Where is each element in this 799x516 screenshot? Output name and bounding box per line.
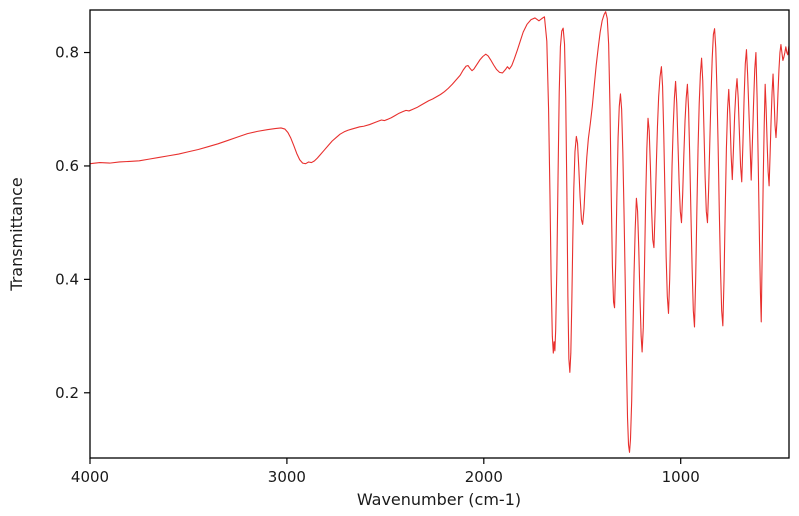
x-tick-label: 1000 [662,468,700,486]
x-tick-label: 4000 [71,468,109,486]
chart-layer: 4000 3000 2000 1000 0.2 0.4 0.6 0.8 [55,9,790,486]
y-tick-label: 0.4 [55,270,79,288]
y-tick-label: 0.2 [55,384,79,402]
y-tick-label: 0.8 [55,44,79,62]
x-axis-title: Wavenumber (cm-1) [357,490,521,509]
x-tick-label: 2000 [465,468,503,486]
spectrum-line [90,11,789,453]
x-tick-label: 3000 [268,468,306,486]
y-axis-title: Transmittance [7,177,26,291]
y-tick-label: 0.6 [55,157,79,175]
plot-border [89,9,790,459]
